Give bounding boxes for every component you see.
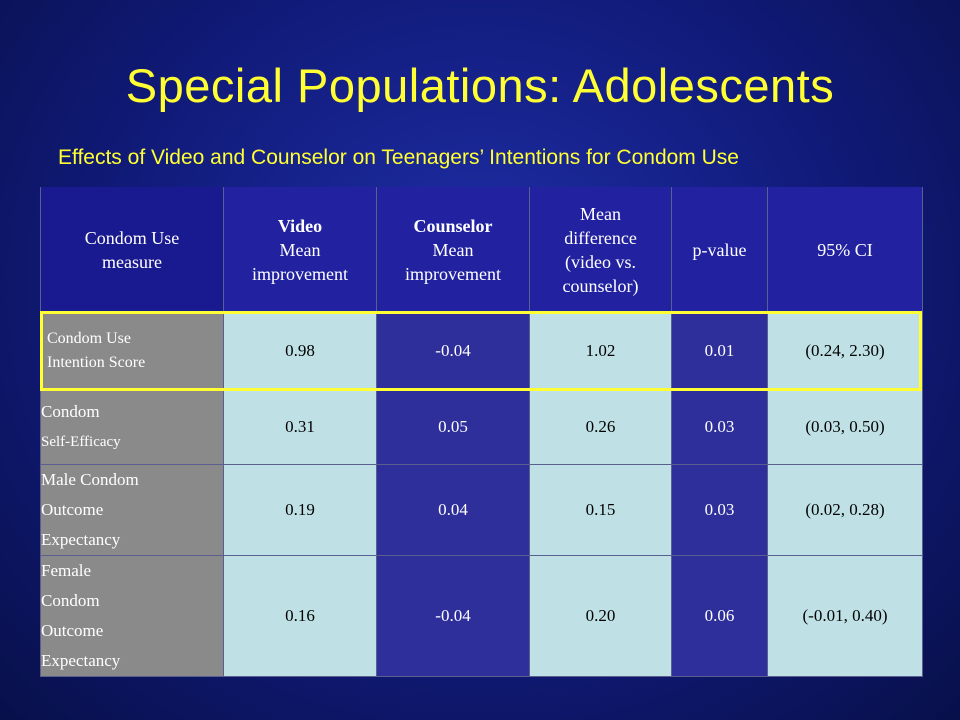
header-counselor-line1: Counselor: [413, 215, 493, 236]
header-diff-line2: difference: [564, 227, 637, 248]
counselor-cell: 0.05: [376, 388, 530, 465]
header-measure: Condom Use measure: [40, 187, 224, 313]
row-label-line1: Condom Use: [47, 329, 131, 347]
row-label-line2: Condom: [41, 591, 100, 610]
row-label: Male Condom Outcome Expectancy: [40, 464, 224, 556]
row-label-line1: Male Condom: [41, 470, 139, 489]
ci-cell: (0.03, 0.50): [767, 388, 923, 465]
video-cell: 0.16: [223, 555, 377, 677]
video-cell: 0.98: [223, 312, 377, 389]
header-video: Video Mean improvement: [223, 187, 377, 313]
row-label: Condom Use Intention Score: [40, 312, 224, 389]
difference-cell: 0.26: [529, 388, 672, 465]
header-diff-line4: counselor): [562, 275, 639, 296]
header-video-line1: Video: [277, 215, 323, 236]
header-video-line2: Mean: [279, 239, 321, 260]
pvalue-cell: 0.01: [671, 312, 768, 389]
header-measure-line2: measure: [102, 251, 162, 272]
pvalue-cell: 0.03: [671, 464, 768, 556]
row-label-line1: Condom: [41, 401, 100, 421]
difference-cell: 1.02: [529, 312, 672, 389]
video-cell: 0.31: [223, 388, 377, 465]
row-label-line3: Expectancy: [41, 530, 121, 549]
header-diff-line3: (video vs.: [565, 251, 636, 272]
counselor-cell: -0.04: [376, 312, 530, 389]
table-row: Female Condom Outcome Expectancy 0.16 -0…: [40, 555, 923, 677]
header-measure-line1: Condom Use: [84, 227, 180, 248]
row-label-line2: Self-Efficacy: [41, 433, 121, 450]
pvalue-cell: 0.03: [671, 388, 768, 465]
header-counselor-line2: Mean: [432, 239, 474, 260]
row-label: Female Condom Outcome Expectancy: [40, 555, 224, 677]
row-label-line2: Intention Score: [47, 353, 146, 371]
video-cell: 0.19: [223, 464, 377, 556]
header-video-line3: improvement: [252, 263, 348, 284]
ci-cell: (0.02, 0.28): [767, 464, 923, 556]
pvalue-cell: 0.06: [671, 555, 768, 677]
row-label-line2: Outcome: [41, 500, 104, 519]
row-label-line4: Expectancy: [41, 651, 121, 670]
header-counselor-line3: improvement: [405, 263, 501, 284]
header-ci: 95% CI: [767, 187, 923, 313]
header-counselor: Counselor Mean improvement: [376, 187, 530, 313]
table-row: Condom Use Intention Score 0.98 -0.04 1.…: [40, 312, 923, 389]
results-table: Condom Use measure Video Mean improvemen…: [40, 187, 923, 677]
header-diff-line1: Mean: [580, 203, 621, 224]
row-label: Condom Self-Efficacy: [40, 388, 224, 465]
row-label-line3: Outcome: [41, 621, 104, 640]
difference-cell: 0.15: [529, 464, 672, 556]
header-difference: Mean difference (video vs. counselor): [529, 187, 672, 313]
row-label-line1: Female: [41, 561, 92, 580]
counselor-cell: -0.04: [376, 555, 530, 677]
difference-cell: 0.20: [529, 555, 672, 677]
slide-title: Special Populations: Adolescents: [125, 59, 835, 112]
table-header-row: Condom Use measure Video Mean improvemen…: [40, 187, 923, 313]
header-pvalue: p-value: [671, 187, 768, 313]
ci-cell: (0.24, 2.30): [767, 312, 923, 389]
table-row: Condom Self-Efficacy 0.31 0.05 0.26 0.03…: [40, 388, 923, 465]
counselor-cell: 0.04: [376, 464, 530, 556]
table-row: Male Condom Outcome Expectancy 0.19 0.04…: [40, 464, 923, 556]
slide-subtitle: Effects of Video and Counselor on Teenag…: [58, 146, 739, 169]
ci-cell: (-0.01, 0.40): [767, 555, 923, 677]
